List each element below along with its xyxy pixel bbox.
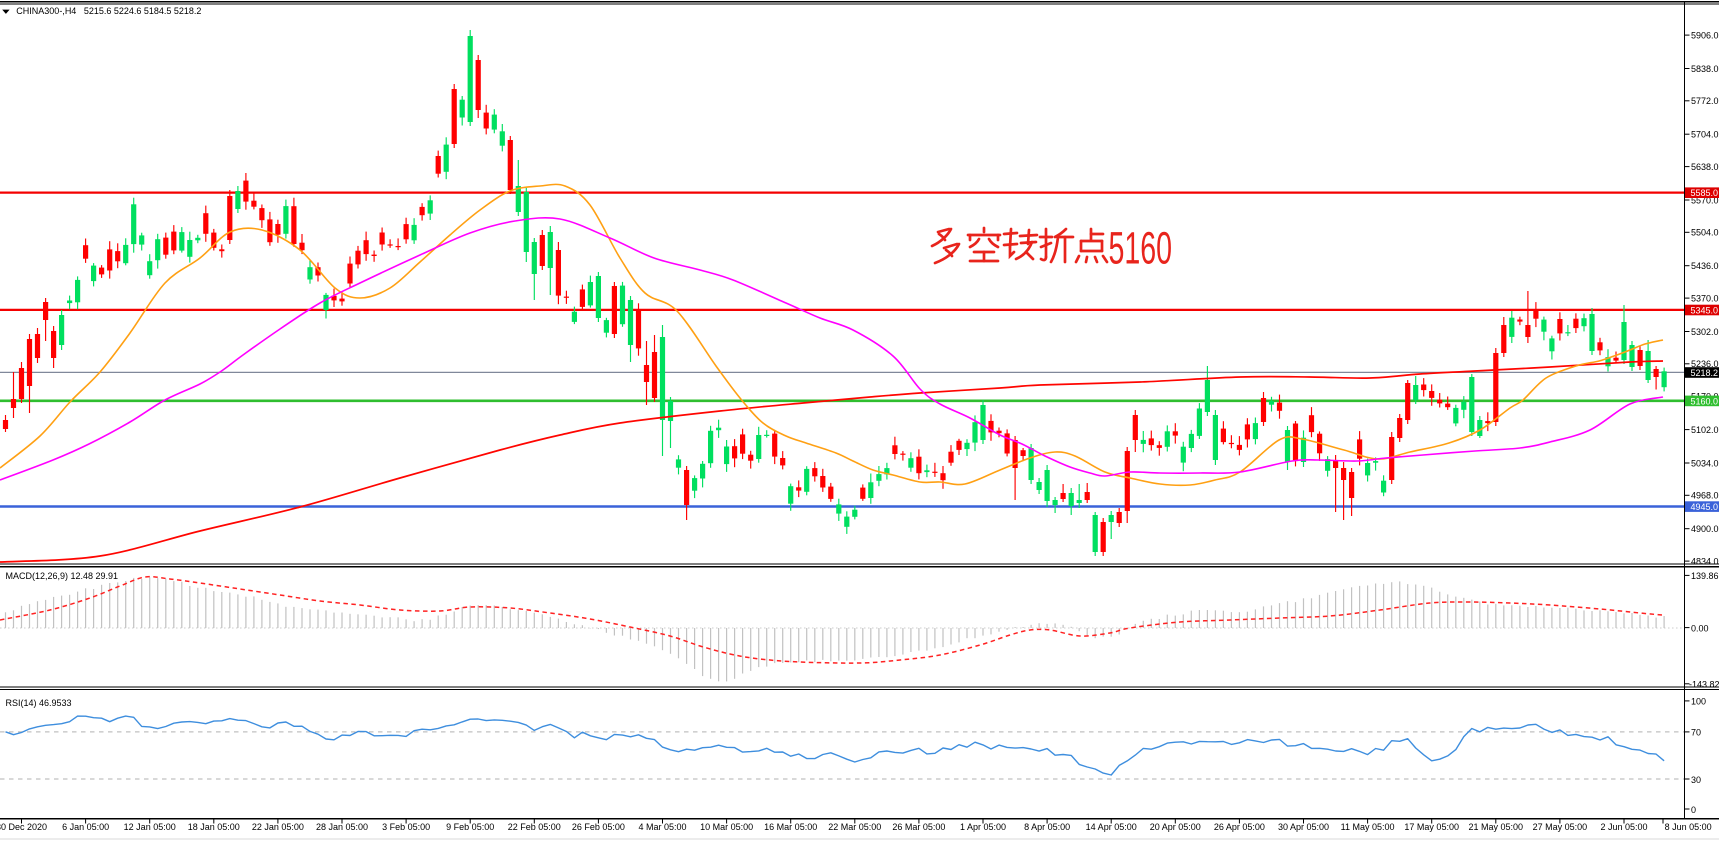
svg-text:5906.0: 5906.0 bbox=[1691, 30, 1719, 40]
svg-text:28 Jan 05:00: 28 Jan 05:00 bbox=[316, 822, 368, 832]
svg-text:4945.0: 4945.0 bbox=[1691, 502, 1719, 512]
svg-text:27 May 05:00: 27 May 05:00 bbox=[1533, 822, 1588, 832]
svg-text:5236.0: 5236.0 bbox=[1691, 359, 1719, 369]
svg-text:5102.0: 5102.0 bbox=[1691, 425, 1719, 435]
svg-text:8 Apr 05:00: 8 Apr 05:00 bbox=[1024, 822, 1070, 832]
svg-text:30: 30 bbox=[1691, 775, 1701, 785]
svg-text:5772.0: 5772.0 bbox=[1691, 96, 1719, 106]
svg-text:5160.0: 5160.0 bbox=[1691, 396, 1719, 406]
svg-text:17 May 05:00: 17 May 05:00 bbox=[1404, 822, 1459, 832]
svg-text:MACD(12,26,9) 12.48 29.91: MACD(12,26,9) 12.48 29.91 bbox=[6, 571, 119, 581]
svg-text:5160: 5160 bbox=[1109, 223, 1173, 273]
svg-text:22 Mar 05:00: 22 Mar 05:00 bbox=[828, 822, 881, 832]
svg-text:9 Feb 05:00: 9 Feb 05:00 bbox=[446, 822, 494, 832]
svg-text:20 Apr 05:00: 20 Apr 05:00 bbox=[1150, 822, 1201, 832]
svg-text:CHINA300-,H4 5215.6 5224.6 5: CHINA300-,H4 5215.6 5224.6 5184.5 5218.2 bbox=[16, 6, 201, 16]
svg-text:5345.0: 5345.0 bbox=[1691, 305, 1719, 315]
svg-text:0.00: 0.00 bbox=[1691, 623, 1709, 633]
svg-text:18 Jan 05:00: 18 Jan 05:00 bbox=[188, 822, 240, 832]
svg-text:5034.0: 5034.0 bbox=[1691, 458, 1719, 468]
svg-text:21 May 05:00: 21 May 05:00 bbox=[1469, 822, 1524, 832]
svg-text:5218.2: 5218.2 bbox=[1691, 368, 1719, 378]
svg-text:8 Jun 05:00: 8 Jun 05:00 bbox=[1665, 822, 1712, 832]
svg-text:139.86: 139.86 bbox=[1691, 571, 1719, 581]
svg-text:4900.0: 4900.0 bbox=[1691, 524, 1719, 534]
svg-text:5436.0: 5436.0 bbox=[1691, 261, 1719, 271]
svg-text:26 Feb 05:00: 26 Feb 05:00 bbox=[572, 822, 625, 832]
svg-text:1 Apr 05:00: 1 Apr 05:00 bbox=[960, 822, 1006, 832]
svg-text:4968.0: 4968.0 bbox=[1691, 491, 1719, 501]
svg-text:70: 70 bbox=[1691, 728, 1701, 738]
svg-text:6 Jan 05:00: 6 Jan 05:00 bbox=[62, 822, 109, 832]
svg-text:2 Jun 05:00: 2 Jun 05:00 bbox=[1600, 822, 1647, 832]
svg-text:100: 100 bbox=[1691, 697, 1706, 707]
svg-text:22 Feb 05:00: 22 Feb 05:00 bbox=[508, 822, 561, 832]
svg-text:-143.82: -143.82 bbox=[1689, 680, 1719, 690]
svg-text:30 Dec 2020: 30 Dec 2020 bbox=[0, 822, 47, 832]
svg-text:4834.0: 4834.0 bbox=[1691, 556, 1719, 566]
svg-text:26 Mar 05:00: 26 Mar 05:00 bbox=[892, 822, 945, 832]
svg-text:5585.0: 5585.0 bbox=[1691, 188, 1719, 198]
svg-text:5570.0: 5570.0 bbox=[1691, 195, 1719, 205]
svg-text:3 Feb 05:00: 3 Feb 05:00 bbox=[382, 822, 430, 832]
svg-text:RSI(14) 46.9533: RSI(14) 46.9533 bbox=[6, 698, 72, 708]
svg-text:5504.0: 5504.0 bbox=[1691, 228, 1719, 238]
svg-text:4 Mar 05:00: 4 Mar 05:00 bbox=[638, 822, 686, 832]
svg-text:5838.0: 5838.0 bbox=[1691, 64, 1719, 74]
svg-text:0: 0 bbox=[1691, 805, 1696, 815]
svg-text:22 Jan 05:00: 22 Jan 05:00 bbox=[252, 822, 304, 832]
svg-text:5638.0: 5638.0 bbox=[1691, 162, 1719, 172]
svg-text:11 May 05:00: 11 May 05:00 bbox=[1341, 822, 1395, 832]
svg-text:30 Apr 05:00: 30 Apr 05:00 bbox=[1278, 822, 1329, 832]
svg-text:12 Jan 05:00: 12 Jan 05:00 bbox=[124, 822, 176, 832]
svg-text:5302.0: 5302.0 bbox=[1691, 327, 1719, 337]
svg-text:26 Apr 05:00: 26 Apr 05:00 bbox=[1214, 822, 1265, 832]
svg-text:5370.0: 5370.0 bbox=[1691, 293, 1719, 303]
svg-text:5704.0: 5704.0 bbox=[1691, 130, 1719, 140]
svg-text:14 Apr 05:00: 14 Apr 05:00 bbox=[1086, 822, 1137, 832]
svg-text:16 Mar 05:00: 16 Mar 05:00 bbox=[764, 822, 817, 832]
svg-text:10 Mar 05:00: 10 Mar 05:00 bbox=[700, 822, 753, 832]
